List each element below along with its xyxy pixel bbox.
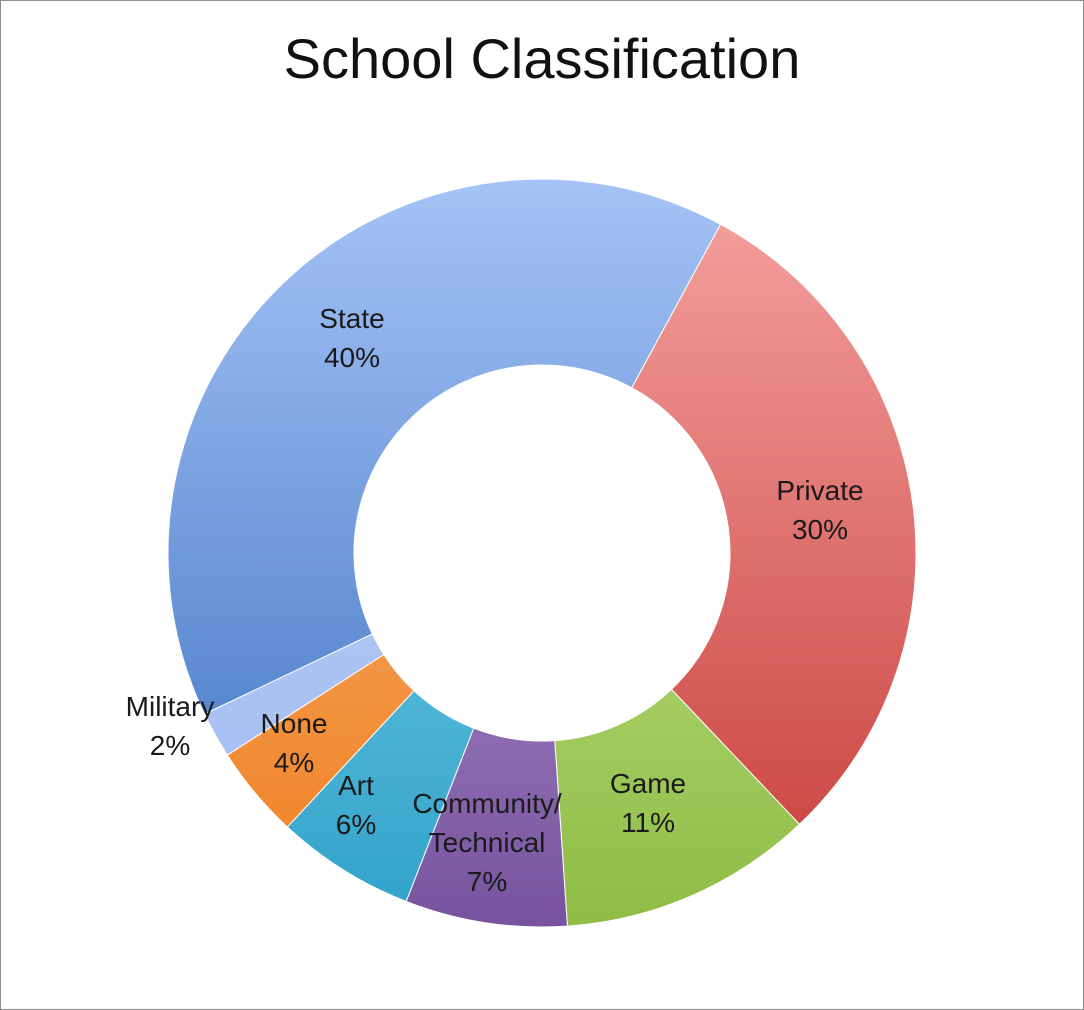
slice-label-none: None 4%	[261, 708, 328, 778]
slice-label-game: Game 11%	[610, 768, 686, 838]
labels-layer: Private 30% Game 11% Community/Technical 7% Ar…	[126, 303, 864, 897]
slices-layer	[167, 178, 917, 928]
slice-state	[167, 178, 722, 715]
slice-label-art: Art 6%	[336, 770, 376, 840]
chart-title: School Classification	[283, 27, 801, 90]
slice-label-private: Private 30%	[776, 475, 863, 545]
slice-label-military: Military 2%	[126, 691, 215, 761]
slice-game	[554, 688, 801, 927]
slice-label-state: State 40%	[319, 303, 384, 373]
slice-private	[631, 223, 917, 825]
slice-label-community-technical: Community/Technical 7%	[412, 788, 562, 897]
